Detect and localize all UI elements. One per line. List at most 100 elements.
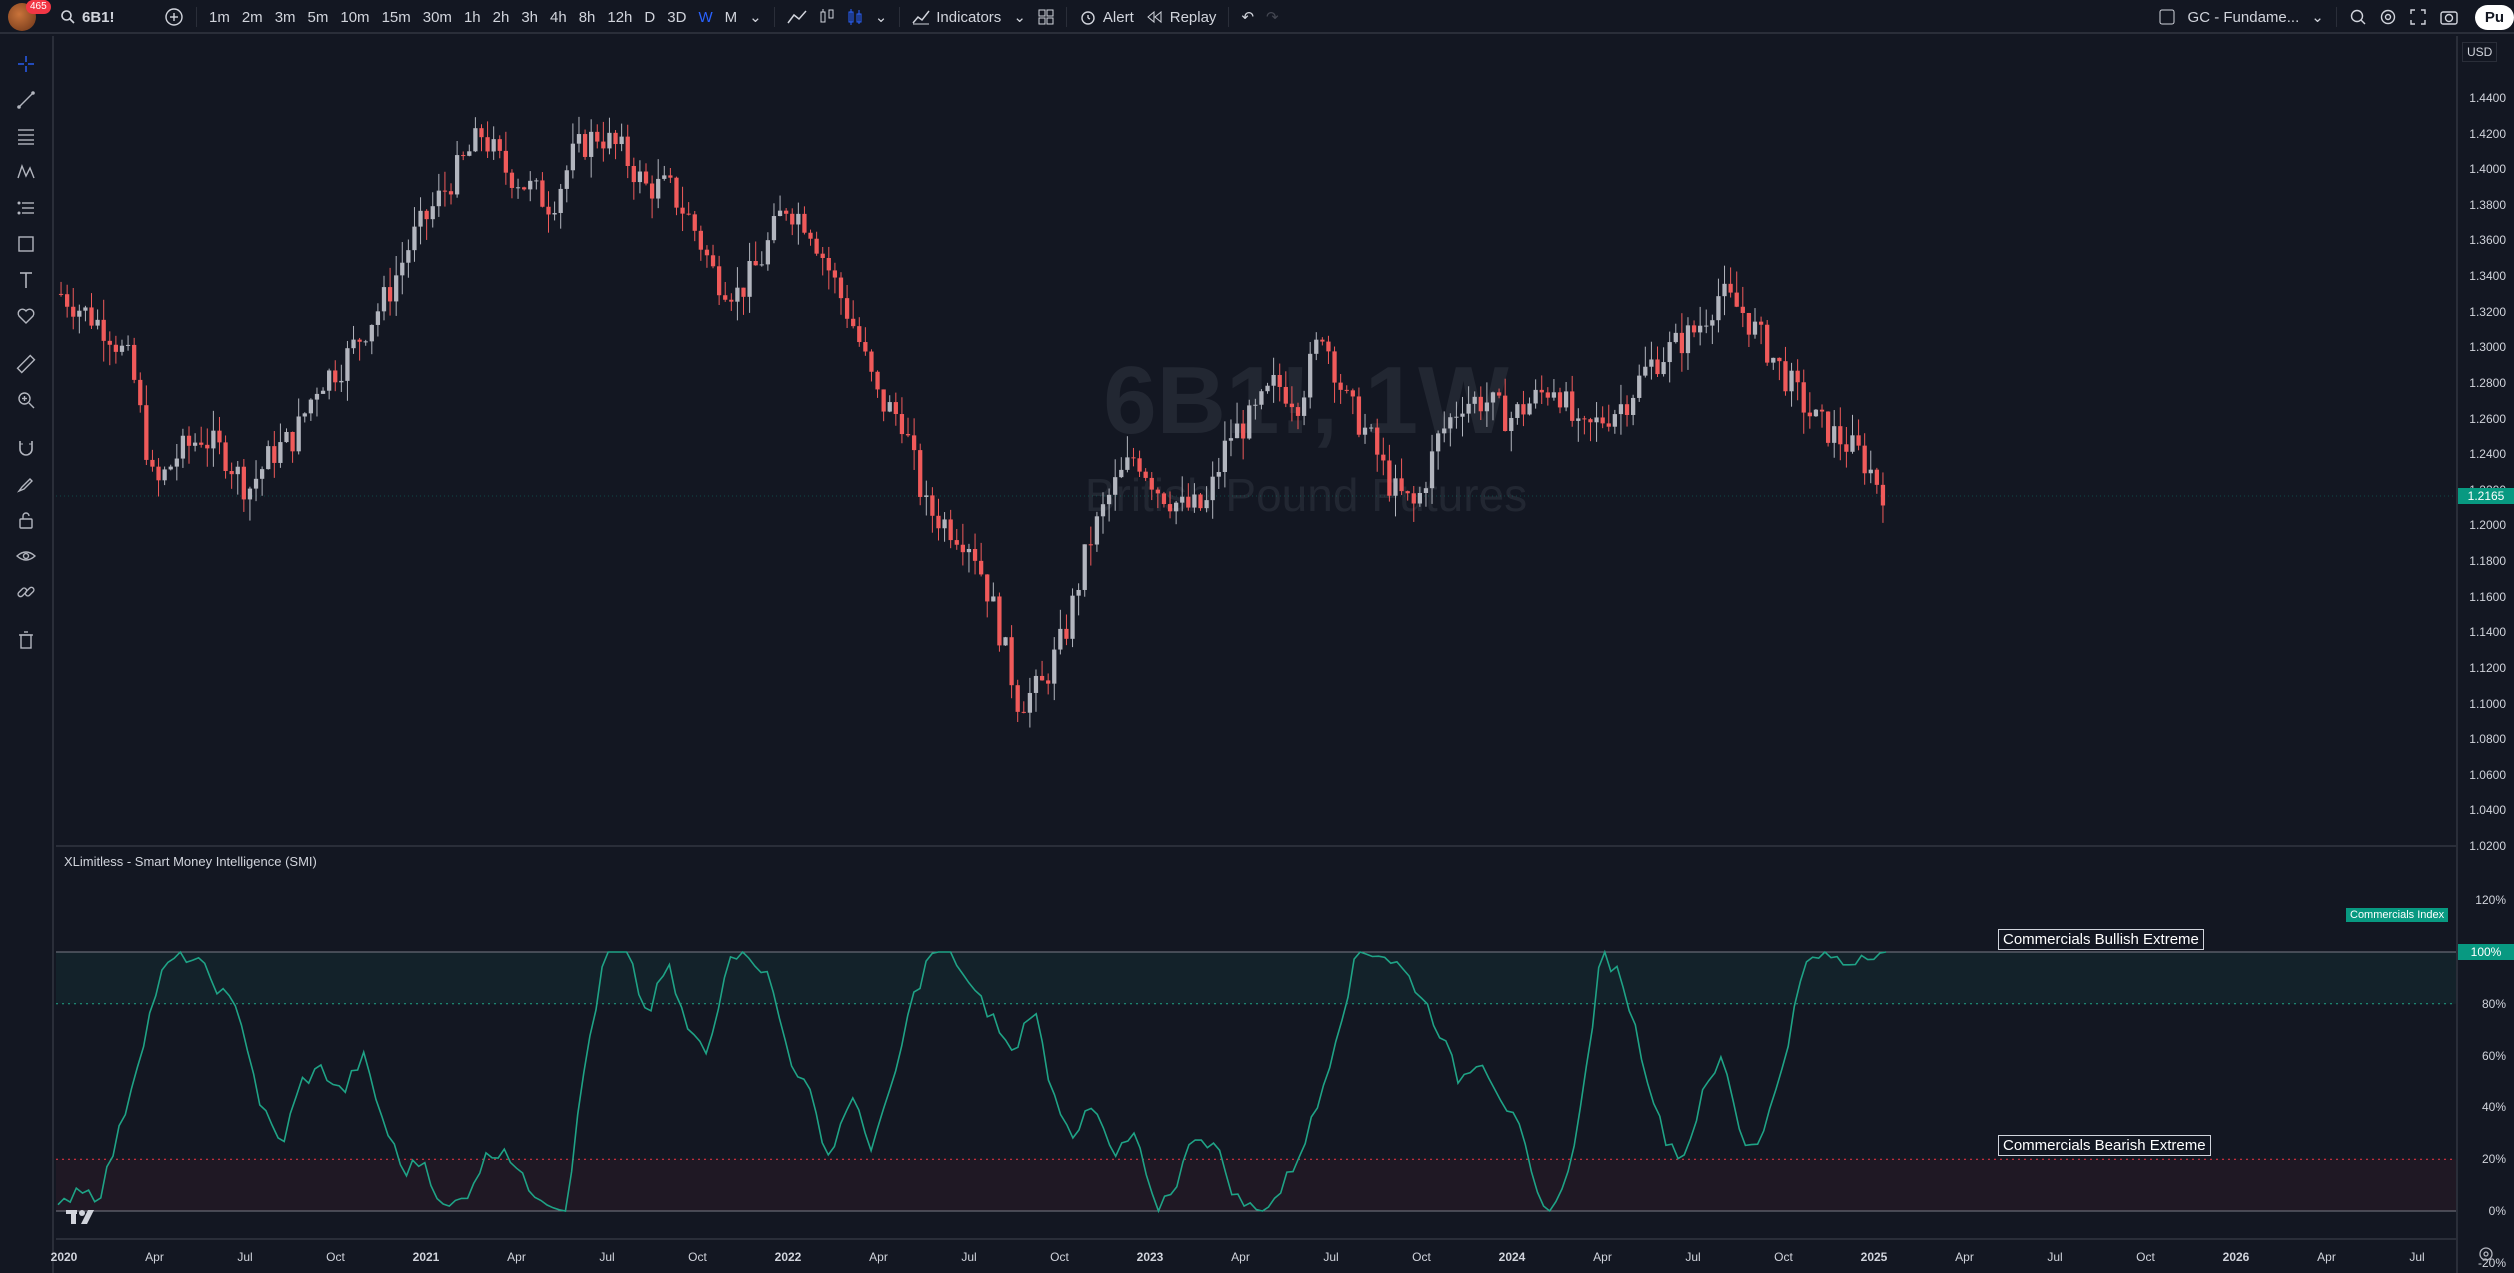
layout-name[interactable]: GC - Fundame... <box>2187 8 2300 26</box>
chart-type-chevron-icon[interactable]: ⌄ <box>874 9 888 26</box>
forecast-icon[interactable] <box>12 194 40 222</box>
price-tick: 1.4400 <box>2469 91 2506 105</box>
interval-8h[interactable]: 8h <box>578 8 596 26</box>
candles-icon[interactable] <box>841 0 869 34</box>
interval-30m[interactable]: 30m <box>422 8 452 26</box>
candle-body <box>1740 306 1745 314</box>
candle-body <box>1009 637 1014 686</box>
brush-icon[interactable] <box>12 470 40 498</box>
candle-body <box>1594 417 1599 423</box>
layout-checkbox-icon[interactable] <box>2152 0 2182 34</box>
text-icon[interactable] <box>12 266 40 294</box>
candle-body <box>363 341 368 343</box>
candle-body <box>1271 374 1276 386</box>
chart-area[interactable]: 6B1!, 1W British Pound Futures XLimitles… <box>56 36 2456 1273</box>
undo-icon[interactable]: ↶ <box>1241 9 1255 26</box>
zoom-in-icon[interactable] <box>12 386 40 414</box>
index-value-label: 100% <box>2458 944 2514 960</box>
drawing-toolbar <box>0 36 54 1273</box>
trash-icon[interactable] <box>12 626 40 654</box>
camera-icon[interactable] <box>2433 0 2465 34</box>
date-tick: Apr <box>145 1250 164 1264</box>
fullscreen-icon[interactable] <box>2403 0 2433 34</box>
magnet-icon[interactable] <box>12 434 40 462</box>
interval-4h[interactable]: 4h <box>550 8 567 26</box>
axis-settings-icon[interactable] <box>2478 1246 2494 1265</box>
bar-chart-icon[interactable] <box>813 0 841 34</box>
layout-chevron-icon[interactable]: ⌄ <box>2311 9 2324 26</box>
templates-grid-icon[interactable] <box>1032 0 1060 34</box>
drawing-line-icon[interactable] <box>781 0 813 34</box>
currency-selector[interactable]: USD <box>2462 42 2498 62</box>
trend-line-icon[interactable] <box>12 86 40 114</box>
replay-button[interactable]: Replay <box>1140 0 1223 34</box>
interval-d[interactable]: D <box>644 8 656 26</box>
alarm-clock-icon <box>1081 11 1095 25</box>
pattern-icon[interactable] <box>12 158 40 186</box>
symbol-search[interactable]: 6B1! <box>60 0 115 34</box>
candle-body <box>1576 418 1581 421</box>
candle-body <box>65 294 70 307</box>
interval-12h[interactable]: 12h <box>607 8 633 26</box>
candle-body <box>759 264 764 266</box>
candle-body <box>1094 516 1100 545</box>
publish-button[interactable]: Pu <box>2474 4 2514 30</box>
date-tick: 2026 <box>2222 1250 2250 1264</box>
interval-1m[interactable]: 1m <box>209 8 230 26</box>
interval-10m[interactable]: 10m <box>340 8 370 26</box>
date-tick: 2020 <box>50 1250 78 1264</box>
redo-icon[interactable]: ↷ <box>1266 9 1279 26</box>
candle-body <box>424 210 429 220</box>
settings-gear-icon[interactable] <box>2373 0 2403 34</box>
candle-body <box>1356 396 1362 435</box>
interval-3d[interactable]: 3D <box>667 8 687 26</box>
eye-icon[interactable] <box>12 542 40 570</box>
lock-icon[interactable] <box>12 506 40 534</box>
interval-15m[interactable]: 15m <box>381 8 411 26</box>
candle-body <box>1082 544 1087 590</box>
interval-2h[interactable]: 2h <box>492 8 510 26</box>
chevron-down-icon[interactable]: ⌄ <box>749 9 762 26</box>
interval-3h[interactable]: 3h <box>521 8 538 26</box>
indicators-button[interactable]: Indicators <box>906 0 1007 34</box>
candle-body <box>125 344 131 346</box>
interval-2m[interactable]: 2m <box>241 8 263 26</box>
interval-5m[interactable]: 5m <box>307 8 329 26</box>
price-axis[interactable]: USD 1.4400 1.4200 1.4000 1.3800 1.3600 1.3400… <box>2456 36 2514 1273</box>
shapes-icon[interactable] <box>12 230 40 258</box>
candle-body <box>808 232 813 239</box>
candle-body <box>1076 589 1081 596</box>
candle-body <box>601 141 606 149</box>
candle-body <box>1192 494 1197 508</box>
candle-body <box>820 253 825 258</box>
time-axis[interactable]: 2020 Apr Jul Oct 2021 Apr Jul Oct 2022 Apr Jul Oct 2… <box>51 1238 2456 1273</box>
candle-body <box>369 324 374 342</box>
candle-body <box>1600 417 1605 424</box>
indicators-chevron-icon[interactable]: ⌄ <box>1013 9 1026 26</box>
candle-body <box>784 210 789 214</box>
candle-body <box>1563 391 1569 408</box>
candle-body <box>729 299 734 302</box>
alert-button[interactable]: Alert <box>1073 0 1140 34</box>
ruler-icon[interactable] <box>12 350 40 378</box>
right-toolbar: GC - Fundame... ⌄ Pu <box>2152 0 2514 34</box>
indicator-tick: 120% <box>2475 893 2506 908</box>
interval-w[interactable]: W <box>698 8 713 26</box>
quick-search-icon[interactable] <box>2343 0 2373 34</box>
interval-1h[interactable]: 1h <box>463 8 481 26</box>
indicator-tick: 20% <box>2481 1152 2506 1167</box>
compare-add-icon[interactable] <box>158 0 190 34</box>
crosshair-icon[interactable] <box>12 50 40 78</box>
candle-body <box>936 515 941 529</box>
interval-m[interactable]: M <box>724 8 738 26</box>
link-icon[interactable] <box>12 578 40 606</box>
fib-retracement-icon[interactable] <box>12 122 40 150</box>
candle-body <box>1362 427 1368 435</box>
interval-3m[interactable]: 3m <box>274 8 296 26</box>
heart-icon[interactable] <box>12 302 40 330</box>
candle-body <box>1039 675 1045 681</box>
candle-body <box>1484 402 1490 412</box>
candle-body <box>1746 313 1752 335</box>
candle-body <box>522 187 527 190</box>
candle-body <box>1003 637 1008 646</box>
